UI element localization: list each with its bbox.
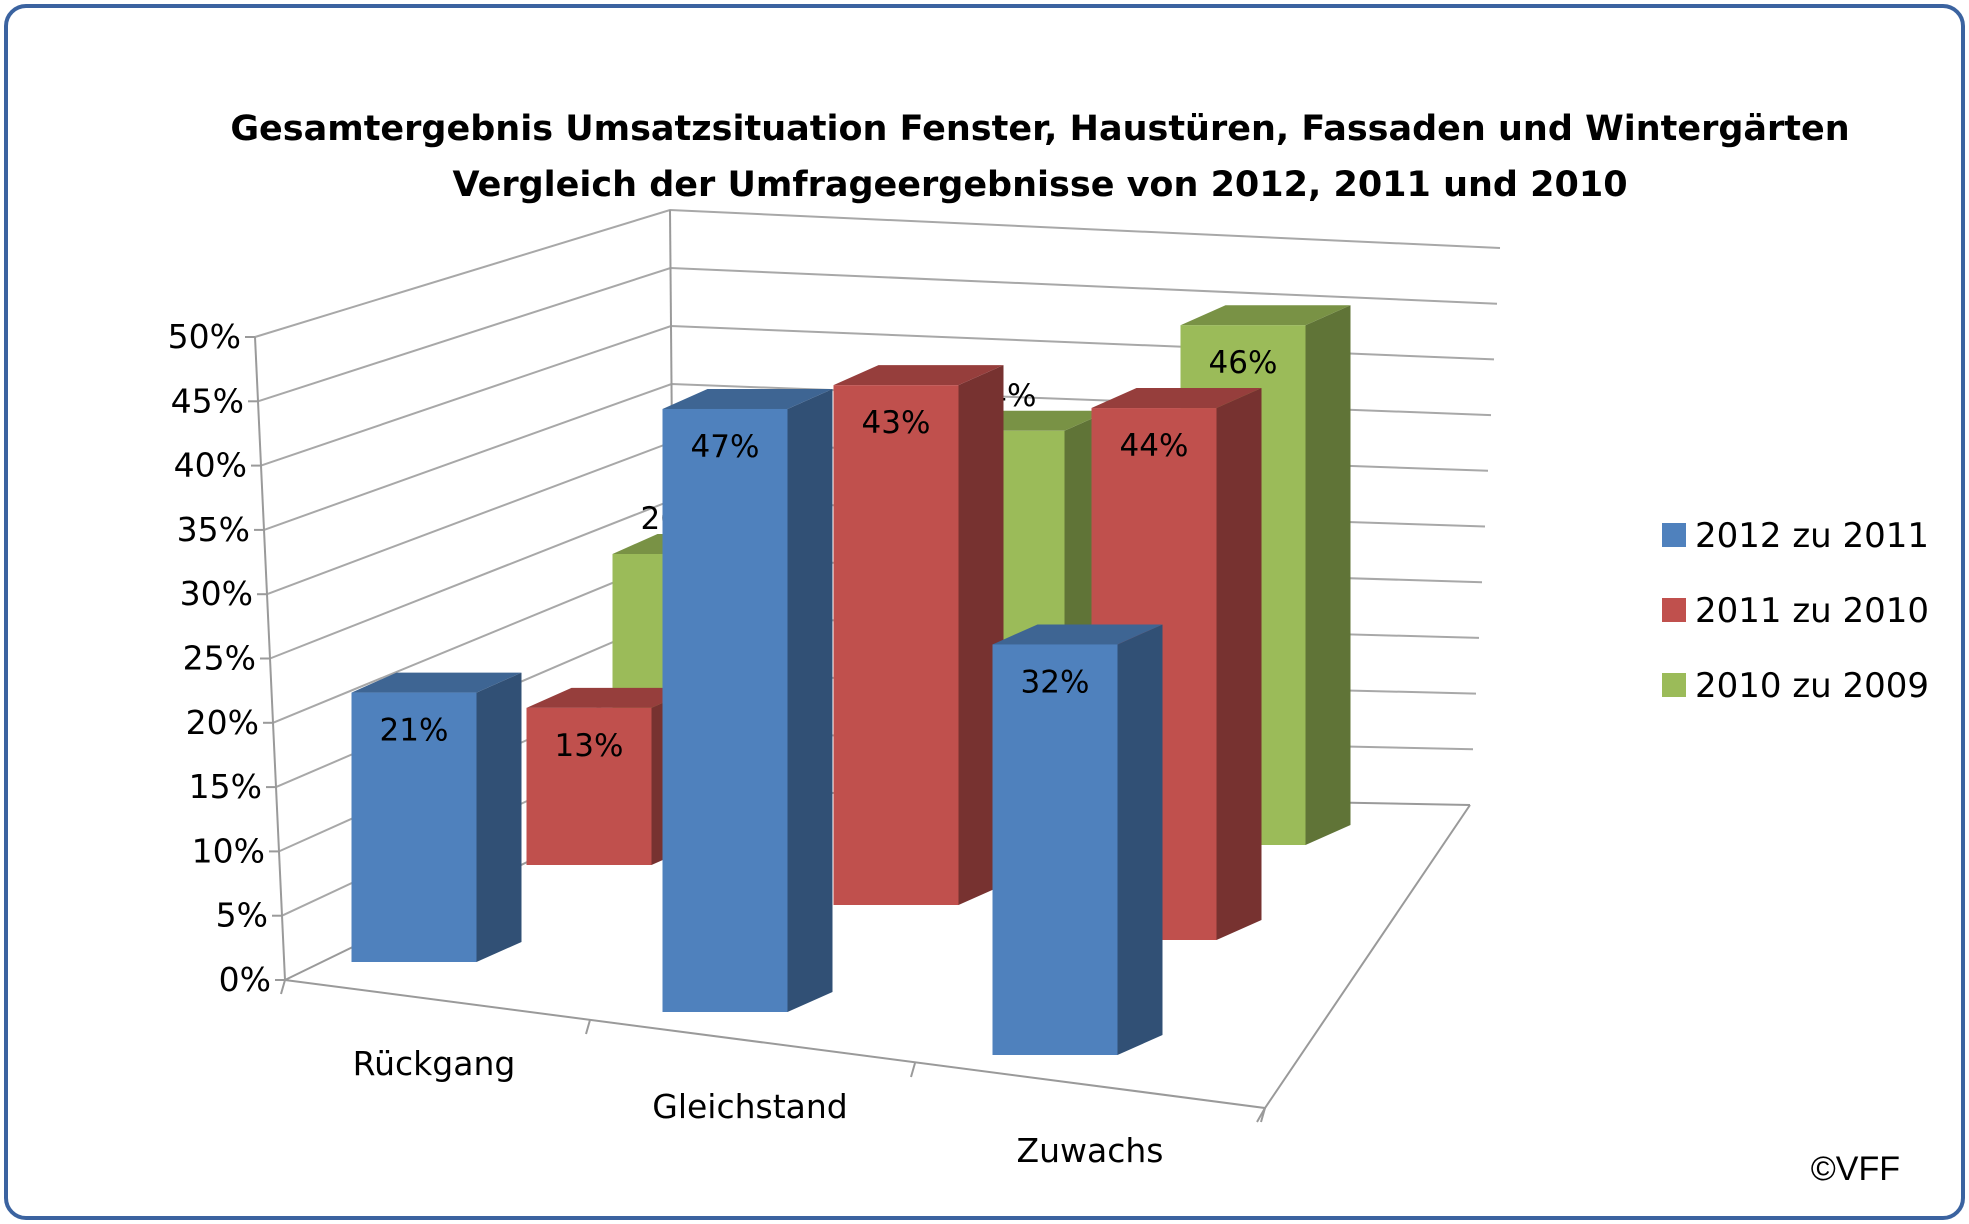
legend-swatch (1662, 673, 1686, 697)
y-tick-label: 10% (192, 831, 265, 870)
bar-front (351, 692, 477, 962)
x-tick-mark (585, 1019, 591, 1035)
x-tick-mark (910, 1062, 916, 1078)
legend-label: 2011 zu 2010 (1695, 591, 1929, 631)
y-tick-label: 15% (189, 767, 262, 806)
data-label: 44% (1120, 428, 1189, 464)
bar-side (787, 388, 833, 1012)
bars: 20%34%46%13%43%44%21%47%32% (351, 305, 1351, 1055)
x-tick-mark (1260, 1107, 1266, 1123)
legend-label: 2010 zu 2009 (1695, 666, 1929, 706)
y-axis-ticks: 0% 5% 10% 15% 20% 25% 30% 35% 40% 45% 50% (168, 317, 285, 999)
legend-swatch (1662, 523, 1686, 547)
bar-side (1117, 624, 1163, 1055)
chart-subtitle: Vergleich der Umfrageergebnisse von 2012… (452, 165, 1627, 205)
bar-side (958, 365, 1004, 905)
bar-front (526, 707, 652, 865)
y-tick-label: 5% (216, 896, 268, 935)
y-tick-label: 0% (219, 960, 271, 999)
bar-top (351, 672, 522, 693)
data-label: 32% (1021, 664, 1090, 700)
bar-front (662, 408, 788, 1012)
bar-1-1: 21% (351, 672, 522, 962)
y-tick-label: 35% (177, 510, 250, 549)
bar-front (833, 385, 959, 905)
bar-front (992, 644, 1118, 1055)
legend-swatch (1662, 598, 1686, 622)
y-tick-label: 30% (180, 574, 253, 613)
y-tick-label: 20% (186, 703, 259, 742)
y-tick-label: 50% (168, 317, 241, 356)
data-label: 21% (380, 713, 449, 749)
bar-2-2: 43% (833, 365, 1004, 905)
x-tick-mark (280, 979, 286, 995)
x-category-label: Gleichstand (652, 1087, 848, 1126)
y-tick-label: 25% (183, 639, 256, 678)
data-label: 47% (691, 429, 760, 465)
bar-top (833, 365, 1004, 386)
x-axis-categories: Rückgang Gleichstand Zuwachs (280, 979, 1266, 1170)
bar-top (992, 624, 1163, 645)
x-category-label: Zuwachs (1017, 1131, 1164, 1170)
bar-1-2: 47% (662, 388, 833, 1012)
bar-top (1180, 305, 1351, 326)
data-label: 43% (862, 405, 931, 441)
bar-side (1305, 305, 1351, 845)
y-tick-label: 45% (171, 381, 244, 420)
legend-label: 2012 zu 2011 (1695, 516, 1929, 556)
x-category-label: Rückgang (353, 1044, 516, 1083)
bar-side (476, 672, 522, 962)
legend: 2012 zu 2011 2011 zu 2010 2010 zu 2009 (1662, 516, 1929, 706)
bar-top (526, 687, 697, 708)
copyright-text: ©VFF (1811, 1150, 1900, 1188)
bar-1-3: 32% (992, 624, 1163, 1055)
y-tick-label: 40% (174, 446, 247, 485)
bar-top (1091, 388, 1262, 409)
bar-top (662, 388, 833, 409)
chart-title: Gesamtergebnis Umsatzsituation Fenster, … (230, 109, 1849, 149)
data-label: 46% (1209, 345, 1278, 381)
bar-side (1216, 388, 1262, 940)
data-label: 13% (555, 728, 624, 764)
